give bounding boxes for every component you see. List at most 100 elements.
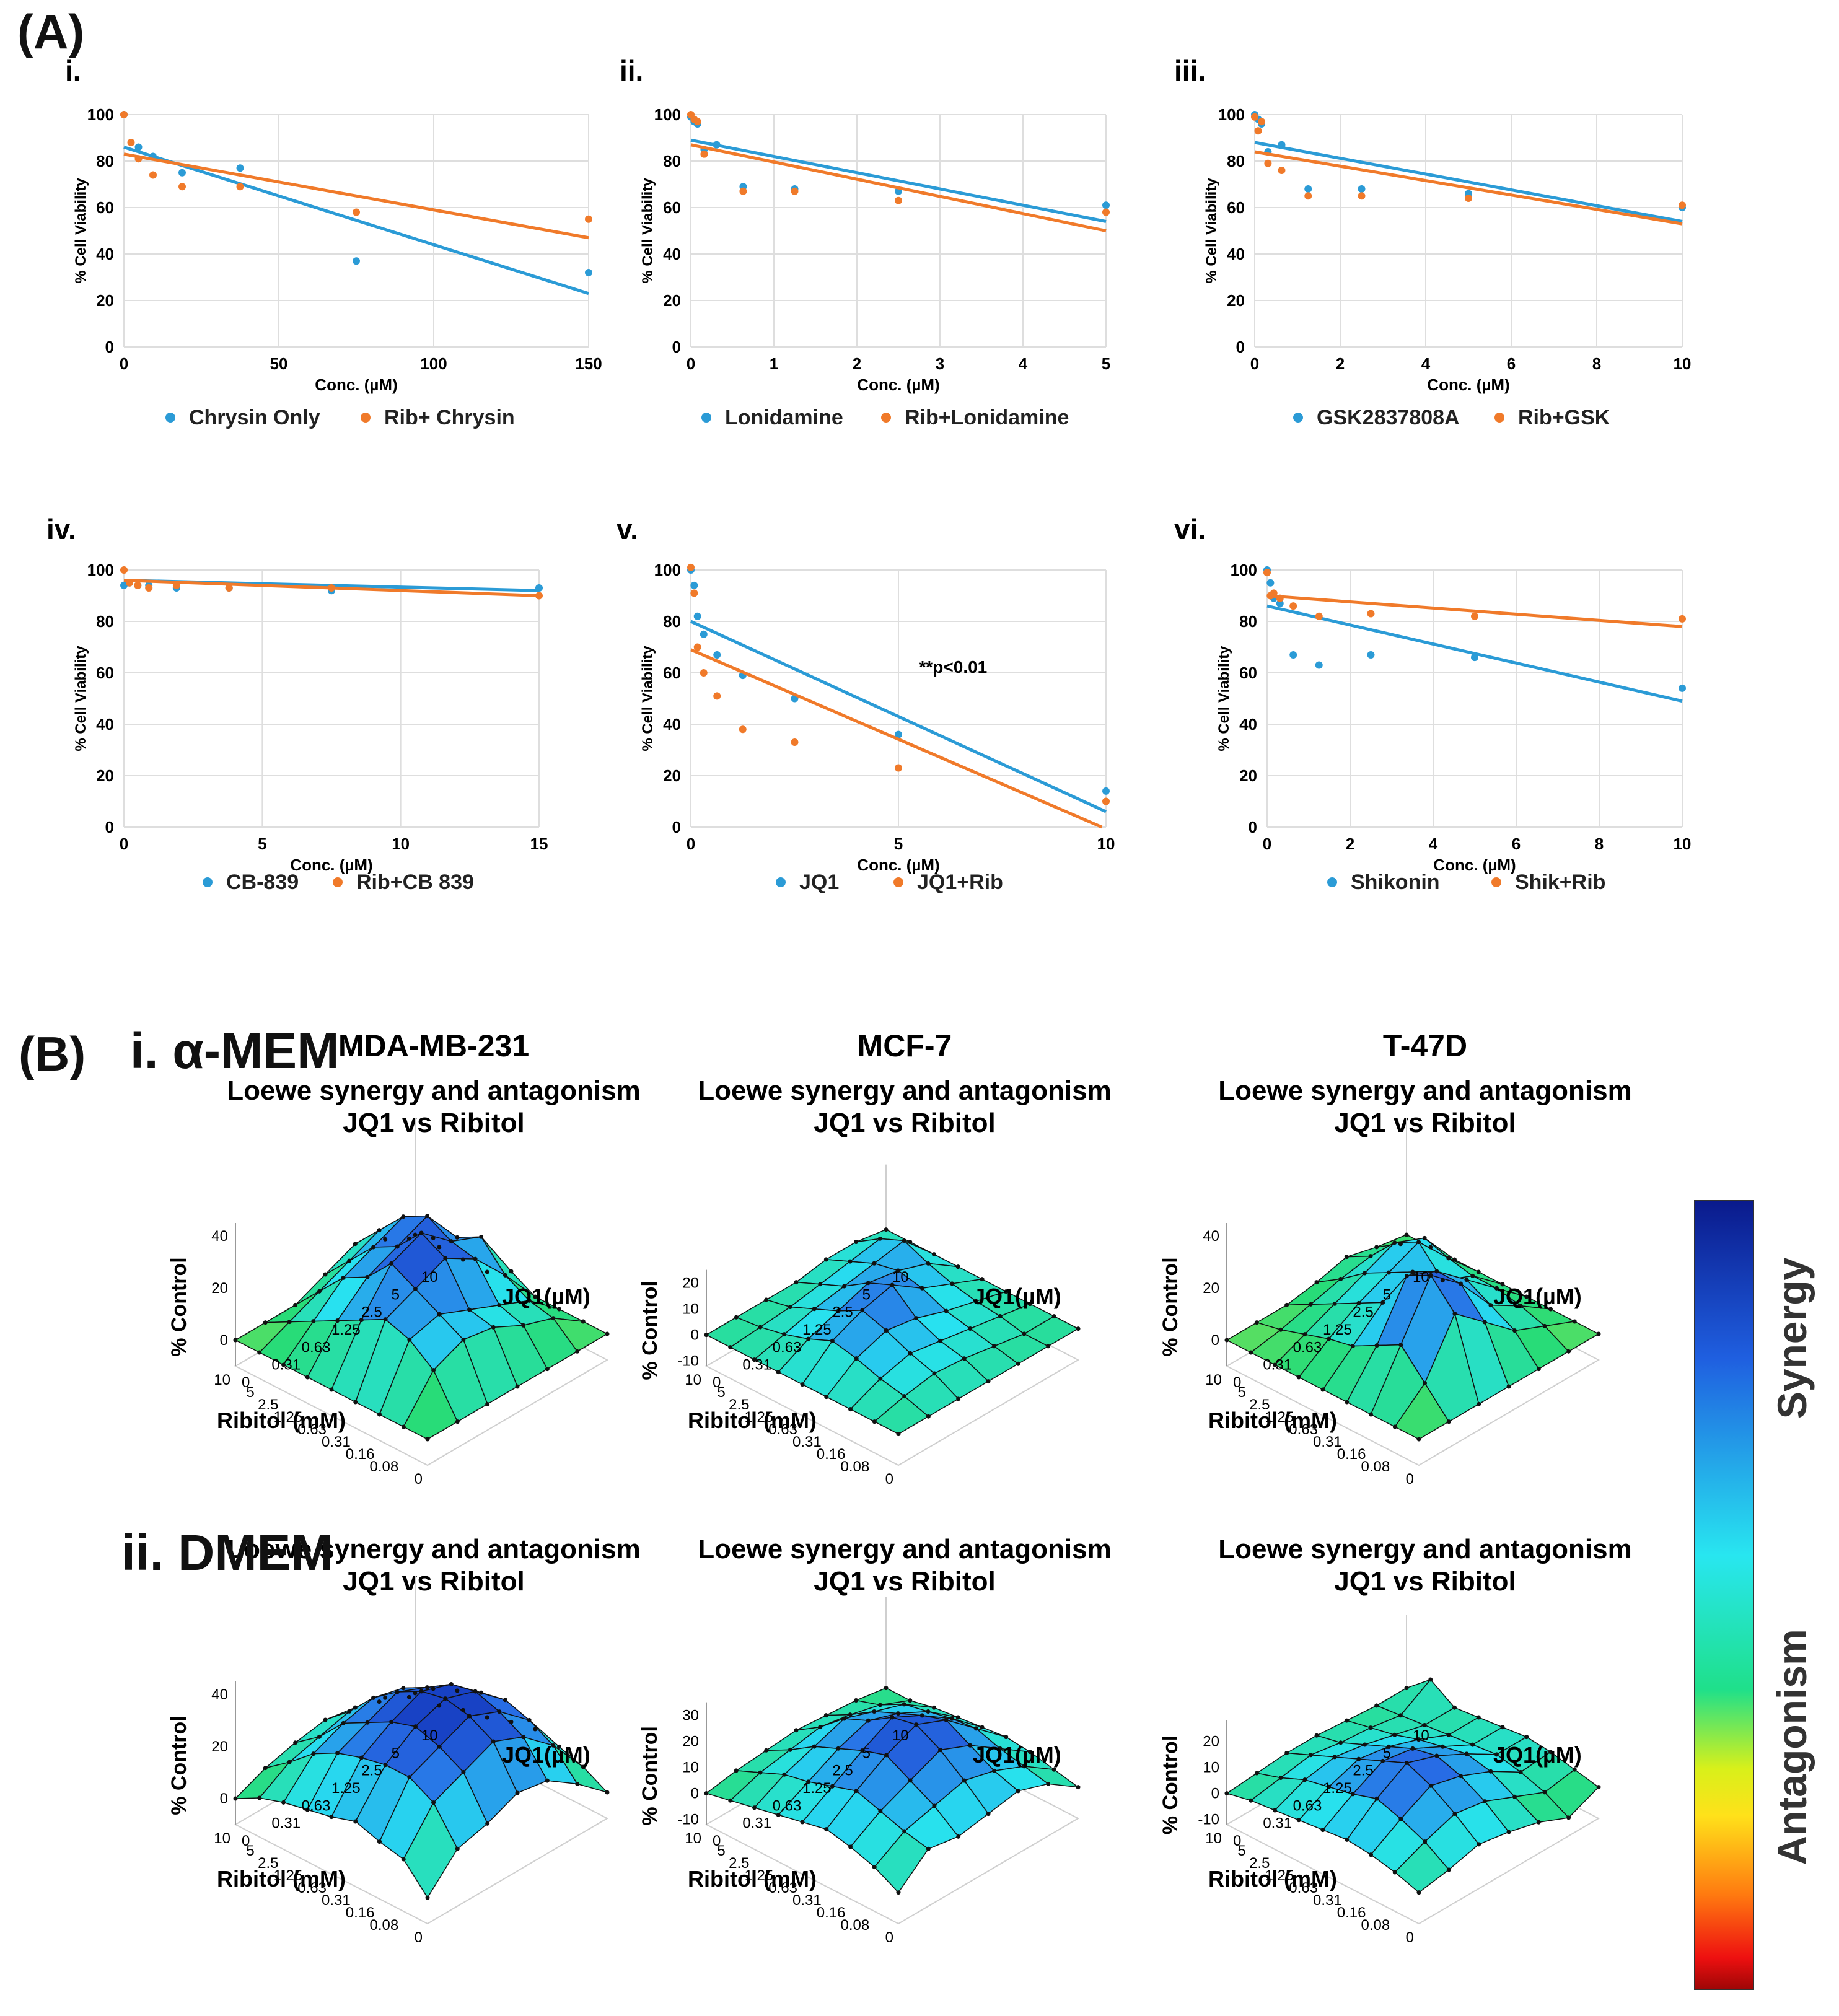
surface-node xyxy=(485,1269,489,1274)
ribitol-tick-label: 0 xyxy=(1406,1471,1414,1488)
surface-node xyxy=(1369,1412,1373,1417)
surface-node xyxy=(1398,1343,1403,1348)
surface-node xyxy=(992,1344,997,1349)
x-tick-label: 0 xyxy=(687,354,695,373)
ribitol-tick-label: 5 xyxy=(1237,1843,1245,1859)
panel-a-label: (A) xyxy=(17,4,85,59)
x-axis-label: Conc. (µM) xyxy=(857,375,939,394)
surface-node xyxy=(788,1747,792,1752)
surface-node xyxy=(866,1718,871,1723)
surface-node xyxy=(1477,1401,1481,1406)
ribitol-tick-label: 2.5 xyxy=(1249,1396,1270,1413)
y-tick-label: 60 xyxy=(1227,198,1245,217)
surface-node xyxy=(1536,1820,1541,1825)
surface-node xyxy=(359,1755,364,1760)
ribitol-tick-label: 0.63 xyxy=(297,1421,327,1438)
x-tick-label: 4 xyxy=(1019,354,1028,373)
surface-node xyxy=(1452,1311,1457,1316)
surface-node xyxy=(884,1227,889,1232)
surface-node xyxy=(932,1252,936,1257)
surface-node xyxy=(1452,1812,1457,1817)
surface-node xyxy=(293,1740,298,1745)
x-tick-label: 5 xyxy=(1102,354,1110,373)
ribitol-tick-label: 0 xyxy=(885,1471,893,1488)
y-tick-label: 0 xyxy=(1236,338,1245,356)
jq1-tick-label: 0.31 xyxy=(742,1815,771,1832)
surface-node xyxy=(383,1763,388,1768)
x-tick-label: 3 xyxy=(936,354,944,373)
surface-node xyxy=(908,1240,913,1245)
surface-node xyxy=(1022,1764,1027,1769)
fit-line-series-2 xyxy=(1254,150,1683,226)
data-point-series-2 xyxy=(1270,589,1278,597)
surface-node xyxy=(395,1689,400,1694)
data-point-series-1 xyxy=(585,269,592,276)
surface-node xyxy=(1446,1419,1451,1424)
ribitol-tick-label: 10 xyxy=(214,1830,230,1847)
jq1-tick-label: 0.63 xyxy=(1293,1339,1322,1356)
y-tick-label: 60 xyxy=(663,198,681,217)
data-point-series-2 xyxy=(1278,167,1286,174)
surface-node xyxy=(383,1237,388,1242)
surface-node xyxy=(1524,1294,1529,1299)
surface-title-line2: JQ1 vs Ribitol xyxy=(814,1566,995,1597)
surface-node xyxy=(371,1245,375,1250)
data-point-series-2 xyxy=(1315,612,1323,620)
surface-node xyxy=(317,1289,322,1294)
surface-node xyxy=(1428,1245,1433,1250)
surface-node xyxy=(485,1821,490,1826)
x-axis-label: Ribitol (mM) xyxy=(1208,1866,1337,1891)
y-tick-label: 60 xyxy=(96,664,114,682)
jq1-tick-label: 0 xyxy=(242,1374,250,1391)
scatter-chart-3: iii. 0 20 40 60 80 100 0 2 4 6 8 10 Conc. (µM) % Cell … xyxy=(1174,55,1691,429)
fit-line-series-1 xyxy=(690,620,1107,813)
data-point-series-2 xyxy=(739,187,747,195)
y-tick-label: 100 xyxy=(1218,105,1245,124)
y-tick-label: 20 xyxy=(663,766,681,785)
x-axis-label: Ribitol (mM) xyxy=(1208,1408,1337,1433)
surface-node xyxy=(1416,1437,1421,1442)
surface-node xyxy=(527,1717,532,1722)
surface-node xyxy=(1380,1758,1385,1763)
data-point-series-1 xyxy=(353,257,360,265)
surface-node xyxy=(1572,1767,1577,1772)
data-point-series-1 xyxy=(178,169,186,177)
surface-node xyxy=(557,1744,561,1749)
ribitol-tick-label: 0.16 xyxy=(1337,1904,1366,1921)
jq1-tick-label: 0 xyxy=(1233,1374,1241,1391)
surface-node xyxy=(1374,1343,1379,1348)
surface-node xyxy=(956,1834,961,1839)
surface-node xyxy=(932,1705,936,1710)
surface-node xyxy=(353,1819,358,1824)
surface-node xyxy=(902,1829,907,1834)
jq1-tick-label: 2.5 xyxy=(832,1304,853,1321)
surface-node xyxy=(407,1337,412,1342)
legend-label-1: CB-839 xyxy=(226,870,299,894)
legend-marker-1 xyxy=(701,413,711,423)
surface-node xyxy=(842,1284,846,1289)
y-tick-label: 40 xyxy=(96,245,114,263)
surface-node xyxy=(425,1214,430,1219)
surface-node xyxy=(752,1805,757,1810)
fit-line-series-1 xyxy=(1266,604,1683,703)
surface-node xyxy=(551,1743,556,1748)
data-point-series-2 xyxy=(693,118,701,126)
surface-node xyxy=(311,1319,316,1324)
surface-node xyxy=(914,1316,919,1321)
data-point-series-2 xyxy=(134,155,143,163)
surface-node xyxy=(1404,1232,1409,1237)
surface-node xyxy=(764,1297,769,1302)
surface-node xyxy=(830,1784,835,1789)
section-medium: α-MEM xyxy=(172,1023,340,1079)
data-point-series-2 xyxy=(178,183,186,191)
surface-node xyxy=(527,1298,532,1303)
surface-node xyxy=(1363,1271,1367,1276)
chart-roman-label: v. xyxy=(617,513,638,545)
data-point-series-1 xyxy=(693,612,701,620)
surface-node xyxy=(257,1350,262,1355)
surface-node xyxy=(413,1232,418,1237)
y-tick-label: 100 xyxy=(1231,561,1257,579)
surface-node xyxy=(1284,1751,1289,1756)
surface-node xyxy=(1500,1282,1505,1287)
